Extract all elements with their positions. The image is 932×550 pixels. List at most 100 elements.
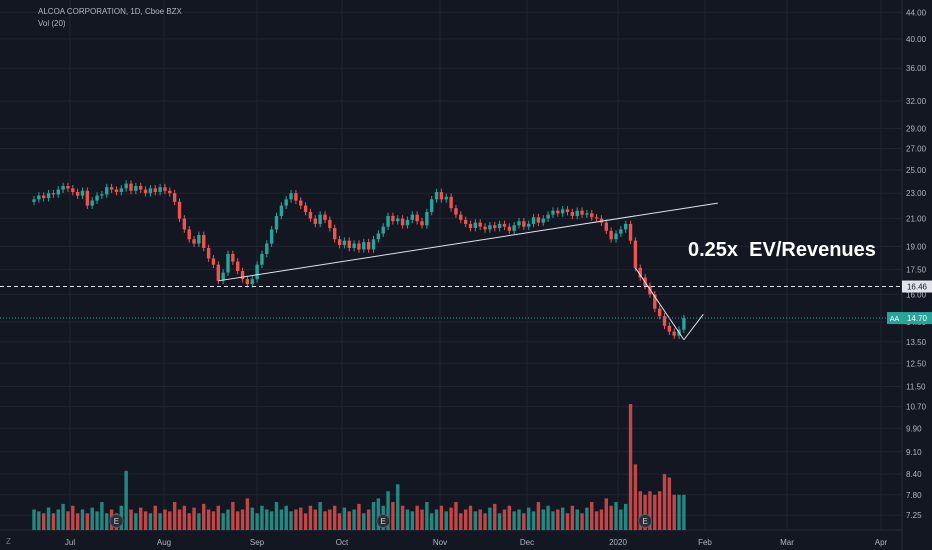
volume-bar [638,491,642,530]
candle [114,186,119,196]
candle [439,188,444,203]
candle-body [396,218,400,222]
candle [410,211,414,224]
volume-bar [400,505,405,530]
chart-header: ALCOA CORPORATION, 1D, Cboe BZX Vol (20) [38,6,182,30]
y-tick-label: 7.80 [906,491,922,500]
candle-body [609,230,613,240]
symbol-title: ALCOA CORPORATION, 1D, Cboe BZX [38,7,182,16]
candle [405,216,410,229]
volume-bar [148,513,153,530]
candle-body [527,223,531,227]
x-tick-label: Jul [65,538,75,547]
candle [473,219,478,232]
earnings-marker [109,514,124,528]
candle-body [32,199,36,202]
candle [420,217,424,229]
candle-body [459,214,463,220]
candle [313,215,317,228]
volume-bar [556,509,560,530]
volume-bar [580,513,584,530]
candle [619,226,623,237]
candle [415,211,419,225]
volume-bar [197,513,201,530]
volume-bar [430,513,434,530]
candle [531,213,536,228]
volume-bar [551,511,555,530]
candle-body [366,242,371,250]
candle [129,180,133,195]
volume-bar [206,509,211,530]
candle-body [463,219,468,224]
candle-body [197,234,201,244]
candle [386,212,390,231]
candle-body [119,188,123,192]
candle-body [371,239,376,250]
volume-indicator-label[interactable]: Vol (20) [38,19,66,28]
candle [517,217,521,229]
volume-bar [512,511,516,530]
candle [337,235,342,249]
candle-body [376,233,381,240]
candle [284,196,288,209]
volume-bar [682,494,686,530]
candle [342,237,347,249]
volume-bar [396,484,400,530]
candle-body [444,196,448,200]
volume-bar [250,507,254,530]
candle-body [172,193,177,202]
candle-body [614,233,618,240]
volume-bar [653,494,657,530]
volume-bar [560,507,565,530]
candle [333,224,337,243]
candle-body [202,234,206,248]
volume-bar [643,494,647,530]
candle [604,219,608,235]
candle [400,215,405,229]
candle-body [565,209,570,213]
candle-body [163,187,167,191]
candle [153,185,157,196]
candle [255,261,259,283]
candle-body [551,210,555,215]
candle-body [153,188,157,192]
price-badge-value: 14.70 [907,314,928,323]
candle-body [269,229,274,244]
candle [434,188,439,203]
earnings-marker [638,514,653,528]
candle [299,197,303,209]
volume-bar [410,511,414,530]
volume-bar [124,470,128,530]
y-tick-label: 23.00 [906,189,927,198]
candle-body [337,239,342,246]
volume-bar [434,509,439,530]
candle-body [580,210,584,215]
candle [51,189,56,198]
y-tick-label: 40.00 [906,35,927,44]
candle-body [284,199,288,206]
y-tick-label: 25.00 [906,166,927,175]
volume-bar [226,509,230,530]
candle [289,189,293,203]
candle-body [318,214,322,224]
candle-body [95,195,99,201]
candle-body [333,228,337,240]
volume-bar [85,513,90,530]
volume-bar [473,511,478,530]
candle-body [672,331,676,336]
candle-body [439,191,444,200]
candle [197,231,201,247]
volume-bar [211,511,216,530]
volume-bar [667,477,672,530]
volume-bar [100,502,104,530]
volume-bar [527,507,531,530]
volume-bar [657,491,662,530]
candle-body [255,264,259,280]
candle-body [599,218,604,223]
candle-body [604,222,608,231]
candle [541,215,545,226]
candle [177,198,182,222]
volume-bar [61,503,65,530]
volume-bar [648,491,652,530]
